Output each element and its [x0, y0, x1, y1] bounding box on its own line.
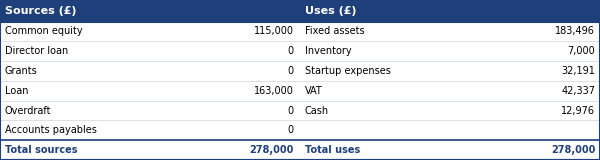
Text: Grants: Grants [5, 66, 38, 76]
Text: 278,000: 278,000 [551, 145, 595, 155]
Text: 42,337: 42,337 [561, 86, 595, 96]
Text: 12,976: 12,976 [561, 106, 595, 116]
Text: Total uses: Total uses [305, 145, 360, 155]
Text: 32,191: 32,191 [562, 66, 595, 76]
Text: 0: 0 [288, 125, 294, 135]
Text: Inventory: Inventory [305, 46, 352, 56]
Bar [0, 22, 600, 160]
Text: Startup expenses: Startup expenses [305, 66, 391, 76]
Text: 115,000: 115,000 [254, 27, 294, 36]
Text: Uses (£): Uses (£) [305, 6, 356, 16]
Text: 7,000: 7,000 [568, 46, 595, 56]
Text: Fixed assets: Fixed assets [305, 27, 364, 36]
Text: Cash: Cash [305, 106, 329, 116]
Text: 0: 0 [288, 46, 294, 56]
Text: 0: 0 [288, 66, 294, 76]
Text: Loan: Loan [5, 86, 28, 96]
Text: 0: 0 [288, 106, 294, 116]
Bar [0, 0, 600, 22]
Text: Accounts payables: Accounts payables [5, 125, 97, 135]
Text: VAT: VAT [305, 86, 323, 96]
Text: Total sources: Total sources [5, 145, 77, 155]
Text: Director loan: Director loan [5, 46, 68, 56]
Text: 278,000: 278,000 [250, 145, 294, 155]
Text: Common equity: Common equity [5, 27, 82, 36]
Text: Overdraft: Overdraft [5, 106, 52, 116]
Text: 163,000: 163,000 [254, 86, 294, 96]
Text: Sources (£): Sources (£) [5, 6, 76, 16]
Text: 183,496: 183,496 [556, 27, 595, 36]
